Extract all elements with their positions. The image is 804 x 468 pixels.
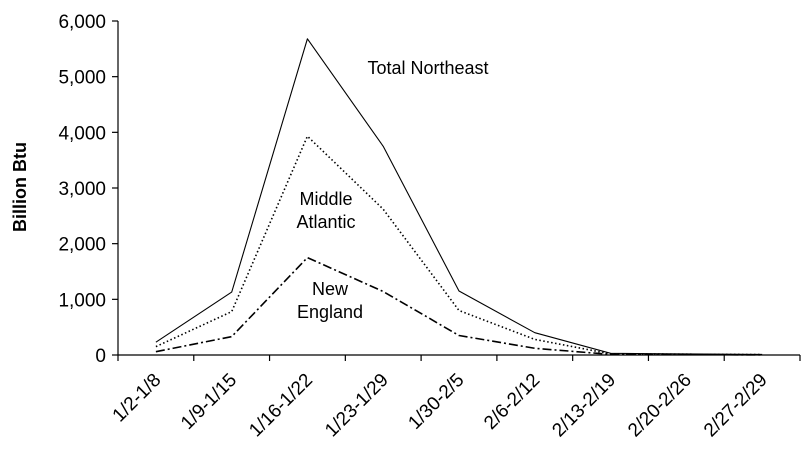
series-annotation: Middle xyxy=(299,189,352,209)
x-tick-label: 1/23-1/29 xyxy=(321,370,393,442)
x-tick-label: 2/13-2/19 xyxy=(548,370,620,442)
x-tick-label: 1/9-1/15 xyxy=(177,370,241,434)
x-tick-label: 2/6-2/12 xyxy=(480,370,544,434)
y-axis-label: Billion Btu xyxy=(10,142,30,232)
series-annotation: England xyxy=(297,302,363,322)
y-tick-label: 3,000 xyxy=(58,179,106,200)
series-annotation: Total Northeast xyxy=(367,58,488,78)
y-tick-label: 5,000 xyxy=(58,68,106,89)
y-tick-label: 2,000 xyxy=(58,235,106,256)
x-tick-label: 2/27-2/29 xyxy=(700,370,772,442)
x-tick-label: 1/2-1/8 xyxy=(109,370,166,427)
series-line-total-northeast xyxy=(155,38,763,355)
y-axis: 0 1,000 2,000 3,000 4,000 5,000 6,000 xyxy=(58,12,119,367)
annotations: Total Northeast Middle Atlantic New England xyxy=(296,58,488,322)
x-tick-label: 1/16-1/22 xyxy=(245,370,317,442)
x-axis: 1/2-1/8 1/9-1/15 1/16-1/22 1/23-1/29 1/30-2/… xyxy=(109,354,801,442)
series-lines xyxy=(155,38,763,356)
y-tick-label: 4,000 xyxy=(58,123,106,144)
series-line-new-england xyxy=(155,256,763,356)
y-tick-label: 6,000 xyxy=(58,12,106,33)
x-tick-label: 2/20-2/26 xyxy=(624,370,696,442)
series-annotation: Atlantic xyxy=(296,212,355,232)
y-tick-label: 1,000 xyxy=(58,290,106,311)
x-tick-label: 1/30-2/5 xyxy=(404,370,468,434)
series-annotation: New xyxy=(312,279,349,299)
y-tick-label: 0 xyxy=(95,346,106,367)
